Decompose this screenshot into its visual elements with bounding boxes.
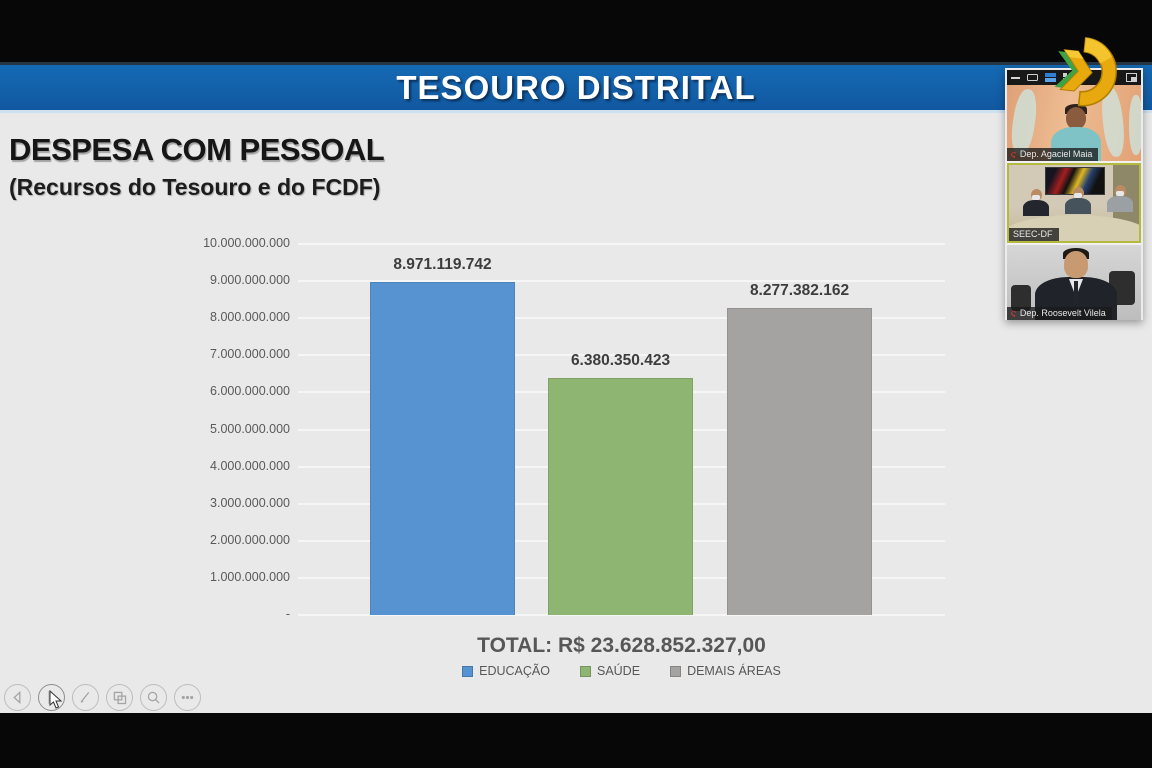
bar-value-label: 8.277.382.162 <box>749 281 850 299</box>
person <box>1107 185 1133 212</box>
legend-item: SAÚDE <box>579 664 641 678</box>
background-shape <box>1129 95 1141 155</box>
slides-grid-icon <box>113 691 127 705</box>
y-axis-tick-label: 6.000.000.000 <box>210 384 290 399</box>
gridline <box>298 243 945 245</box>
tile-divider <box>1007 161 1141 163</box>
gridline <box>298 317 945 320</box>
ellipsis-icon <box>181 695 194 700</box>
y-axis-tick-label: 9.000.000.000 <box>210 273 290 288</box>
legend-label: DEMAIS ÁREAS <box>687 664 781 678</box>
mic-muted-icon: 𝜍 <box>1011 307 1016 318</box>
slide-header-title: TESOURO DISTRITAL <box>396 68 756 106</box>
y-axis-tick-label: 2.000.000.000 <box>210 532 290 547</box>
participant-name: Dep. Agaciel Maia <box>1019 149 1093 159</box>
person <box>1065 187 1091 214</box>
participant-video-roosevelt-vilela[interactable]: 𝜍 Dep. Roosevelt Vilela <box>1007 245 1141 320</box>
chart-total-label: TOTAL: R$ 23.628.852.327,00 <box>477 634 766 657</box>
y-axis-tick-label: 8.000.000.000 <box>210 310 290 325</box>
y-axis-tick-label: 1.000.000.000 <box>210 569 290 584</box>
gridline <box>298 280 945 283</box>
pen-annotation-button[interactable] <box>72 684 99 711</box>
legend-swatch <box>670 665 682 677</box>
legend-swatch <box>462 665 474 677</box>
broadcaster-logo <box>1044 28 1126 118</box>
participant-name: SEEC-DF <box>1013 229 1053 239</box>
legend-swatch <box>579 665 591 677</box>
participant-name: Dep. Roosevelt Vilela <box>1019 308 1106 318</box>
see-all-slides-button[interactable] <box>106 684 133 711</box>
slide-title: DESPESA COM PESSOAL <box>9 132 385 167</box>
zoom-slide-button[interactable] <box>140 684 167 711</box>
bar-value-label: 6.380.350.423 <box>570 352 671 370</box>
gallery-view-icon[interactable] <box>1045 69 1056 87</box>
participant-name-tag: SEEC-DF <box>1009 228 1059 241</box>
participant-video-agaciel-maia[interactable]: 𝜍 Dep. Agaciel Maia <box>1007 85 1141 161</box>
gridline <box>298 354 945 357</box>
bar-chart-plot-area: 8.971.119.742 6.380.350.423 8.277.382.162 <box>298 243 945 616</box>
legend-label: SAÚDE <box>596 664 641 678</box>
bar-DEMAIS ÁREAS <box>727 307 872 615</box>
person <box>1023 189 1049 216</box>
y-axis-tick-label: - <box>285 607 290 621</box>
y-axis-tick-label: 7.000.000.000 <box>210 347 290 362</box>
more-options-button[interactable] <box>174 684 201 711</box>
person <box>1064 251 1088 278</box>
chair <box>1011 285 1031 311</box>
slide-header-band: TESOURO DISTRITAL <box>0 62 1152 113</box>
mic-muted-icon: 𝜍 <box>1011 148 1016 159</box>
gridline <box>298 614 945 616</box>
legend-item: EDUCAÇÃO <box>462 664 550 678</box>
arrow-left-icon <box>13 690 21 705</box>
minimize-icon[interactable] <box>1011 69 1020 87</box>
person <box>1074 281 1078 303</box>
background-shape <box>1008 87 1040 157</box>
pen-icon <box>80 692 90 703</box>
person <box>1066 107 1086 129</box>
participant-name-tag: 𝜍 Dep. Roosevelt Vilela <box>1007 307 1112 320</box>
tile-divider <box>1007 243 1141 245</box>
chart-legend: EDUCAÇÃO SAÚDE DEMAIS ÁREAS <box>298 664 945 678</box>
video-conference-panel: 𝜍 Dep. Agaciel Maia SEEC-DF <box>1005 68 1143 320</box>
legend-label: EDUCAÇÃO <box>479 664 550 678</box>
bar-value-label: 8.971.119.742 <box>393 256 492 274</box>
presentation-slide: TESOURO DISTRITAL DESPESA COM PESSOAL (R… <box>0 62 1152 713</box>
chart-y-axis: - 1.000.000.000 2.000.000.000 3.000.000.000… <box>160 236 290 621</box>
previous-slide-button[interactable] <box>4 684 31 711</box>
mouse-cursor <box>46 689 64 715</box>
participant-name-tag: 𝜍 Dep. Agaciel Maia <box>1007 148 1099 161</box>
participant-video-seec-df[interactable]: SEEC-DF <box>1007 163 1141 243</box>
y-axis-tick-label: 4.000.000.000 <box>210 458 290 473</box>
bar-EDUCAÇÃO <box>370 282 515 615</box>
slide-subtitle: (Recursos do Tesouro e do FCDF) <box>9 174 381 200</box>
popout-view-icon[interactable] <box>1126 69 1137 87</box>
y-axis-tick-label: 10.000.000.000 <box>203 236 290 250</box>
legend-item: DEMAIS ÁREAS <box>670 664 781 678</box>
speaker-view-icon[interactable] <box>1027 69 1038 87</box>
bar-SAÚDE <box>548 378 693 615</box>
y-axis-tick-label: 5.000.000.000 <box>210 421 290 436</box>
y-axis-tick-label: 3.000.000.000 <box>210 495 290 510</box>
magnifier-icon <box>147 691 160 704</box>
